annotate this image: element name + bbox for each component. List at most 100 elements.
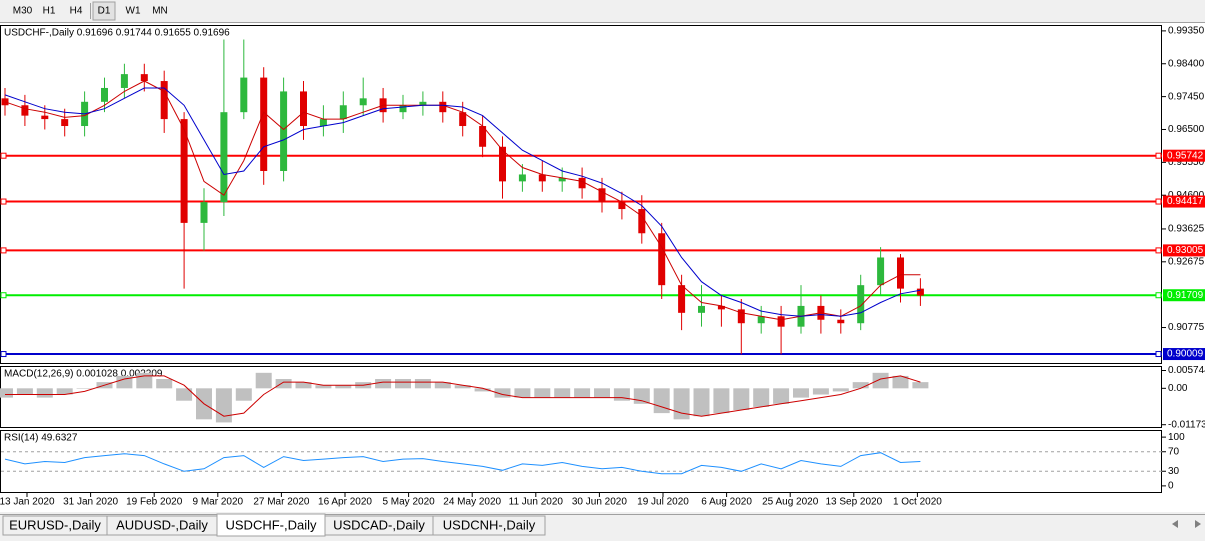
y-tick-label: 0.99350: [1168, 26, 1205, 37]
macd-bar: [315, 385, 332, 389]
level-label: 0.95742: [1167, 150, 1204, 161]
panel-title: USDCHF-,Daily 0.91696 0.91744 0.91655 0.…: [4, 28, 230, 39]
macd-bar: [215, 388, 232, 423]
candle-body: [41, 115, 49, 120]
rsi-panel-frame: [0, 430, 1162, 493]
candle-body: [737, 309, 745, 324]
macd-bar: [494, 388, 511, 398]
candle-body: [339, 105, 347, 120]
macd-bar: [0, 388, 13, 398]
level-handle: [0, 152, 7, 159]
tab-scroll-arrows[interactable]: [1172, 520, 1201, 528]
macd-bar: [116, 375, 133, 389]
x-tick-label: 16 Apr 2020: [318, 497, 372, 508]
toolbar-button[interactable]: H4: [70, 6, 83, 17]
tab[interactable]: [432, 515, 546, 536]
panel-title: MACD(12,26,9) 0.001028 0.002209: [4, 369, 163, 380]
x-tick-label: 30 Jun 2020: [572, 497, 627, 508]
macd-bar: [852, 382, 869, 389]
x-tick-label: 25 Aug 2020: [762, 497, 819, 508]
candle-body: [180, 119, 188, 223]
macd-bar: [812, 388, 829, 395]
macd-bar: [255, 372, 272, 389]
level-handle: [0, 198, 7, 205]
candle-body: [757, 316, 765, 324]
candle-body: [916, 288, 924, 296]
y-tick-label: 0.98400: [1168, 58, 1205, 69]
toolbar-button[interactable]: D1: [98, 6, 111, 17]
macd-bar: [872, 372, 889, 389]
macd-bar: [375, 379, 392, 389]
candle-body: [120, 74, 128, 88]
tab-label[interactable]: USDCNH-,Daily: [443, 517, 536, 532]
toolbar: [0, 0, 1205, 22]
tab-label[interactable]: EURUSD-,Daily: [9, 517, 101, 532]
candle-body: [499, 146, 506, 182]
macd-signal: [5, 375, 921, 417]
y-tick-label: 0.005744: [1168, 365, 1205, 376]
y-tick-label: 0.95550: [1168, 157, 1205, 168]
toolbar-button-pressed[interactable]: [92, 1, 116, 21]
level-label-bg: [1163, 149, 1205, 162]
macd-bar: [335, 385, 352, 389]
macd-bar: [633, 388, 650, 404]
candle-body: [578, 177, 586, 189]
y-tick-label: 100: [1168, 432, 1185, 443]
x-tick-label: 9 Mar 2020: [193, 497, 244, 508]
level-label: 0.93005: [1167, 245, 1204, 256]
level-label-bg: [1163, 195, 1205, 208]
macd-bar: [76, 388, 93, 389]
tab-label[interactable]: USDCHF-,Daily: [226, 517, 318, 532]
candle-body: [658, 233, 666, 286]
macd-bar: [713, 388, 730, 414]
level-handle: [0, 247, 7, 254]
macd-bar: [912, 382, 929, 389]
toolbar-button[interactable]: M30: [13, 6, 33, 17]
y-tick-label: 0.92675: [1168, 256, 1205, 267]
main-panel-frame: [0, 25, 1162, 364]
candle-body: [280, 91, 288, 171]
tab-label[interactable]: USDCAD-,Daily: [333, 517, 425, 532]
macd-bar: [454, 385, 471, 389]
candle-body: [260, 77, 268, 171]
macd-bar: [235, 388, 252, 401]
x-tick-label: 13 Jan 2020: [0, 497, 55, 508]
candle-body: [777, 316, 785, 327]
macd-bar: [693, 388, 710, 417]
macd-bar: [514, 388, 531, 398]
panel-title: RSI(14) 49.6327: [4, 433, 78, 444]
candle-body: [638, 209, 646, 234]
level-label: 0.90009: [1167, 349, 1204, 360]
candle-body: [459, 112, 467, 127]
candle-body: [518, 174, 526, 182]
macd-bar: [594, 388, 610, 398]
macd-bar: [574, 388, 591, 398]
rsi-line: [4, 452, 921, 475]
macd-bar: [16, 388, 33, 395]
moving-average: [4, 87, 921, 317]
macd-bar: [733, 388, 750, 411]
candle-body: [877, 257, 885, 286]
x-tick-label: 19 Feb 2020: [126, 497, 183, 508]
candle-body: [319, 119, 327, 127]
macd-bar: [474, 388, 491, 392]
candle-body: [240, 77, 248, 113]
x-tick-label: 24 May 2020: [443, 497, 501, 508]
toolbar-button[interactable]: H1: [43, 6, 56, 17]
candle-body: [21, 105, 29, 116]
tab-label[interactable]: AUDUSD-,Daily: [116, 517, 208, 532]
macd-bar: [773, 388, 790, 404]
x-tick-label: 19 Jul 2020: [637, 497, 689, 508]
candle-body: [598, 188, 606, 203]
y-tick-label: 0.00: [1168, 383, 1188, 394]
candle-body: [300, 91, 307, 127]
macd-bar: [36, 388, 53, 398]
y-tick-label: 0.90775: [1168, 322, 1205, 333]
macd-bar: [395, 379, 411, 389]
macd-bar: [434, 382, 451, 389]
candle-body: [857, 285, 865, 324]
toolbar-button[interactable]: MN: [152, 6, 168, 17]
y-tick-label: 70: [1168, 446, 1180, 457]
toolbar-button[interactable]: W1: [126, 6, 141, 17]
